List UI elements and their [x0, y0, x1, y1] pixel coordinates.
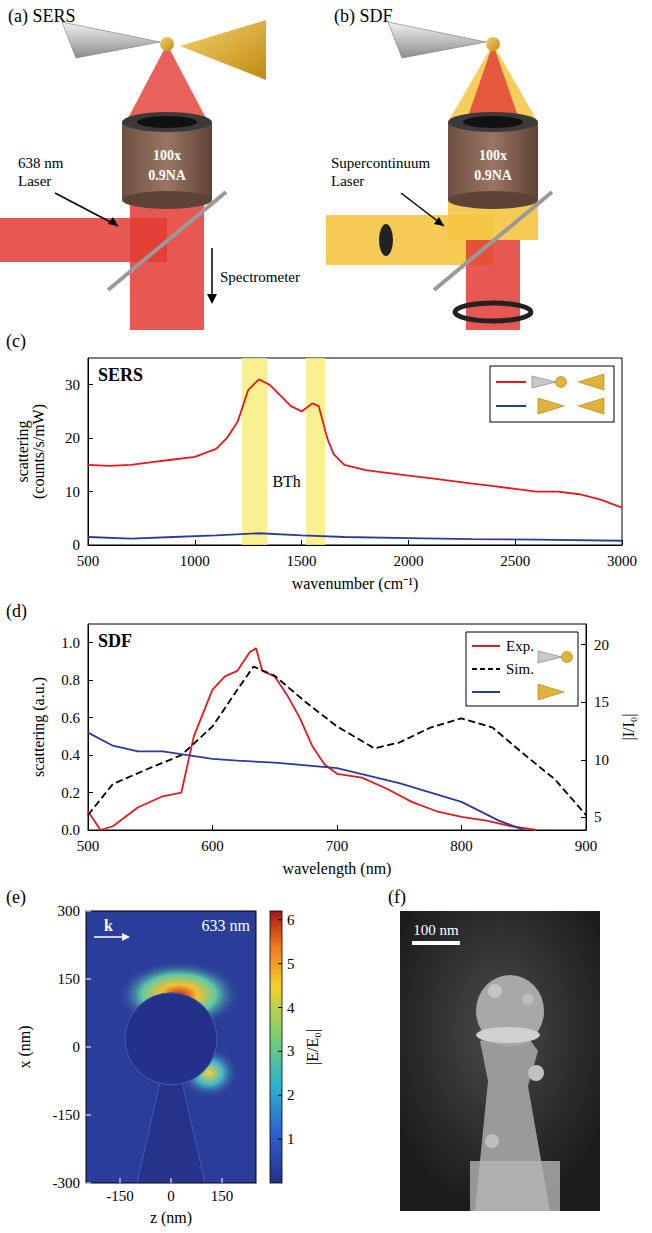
svg-text:0.9NA: 0.9NA [148, 168, 187, 183]
svg-text:500: 500 [77, 838, 100, 854]
svg-text:2: 2 [287, 1087, 295, 1103]
svg-text:1500: 1500 [287, 553, 317, 569]
svg-text:-300: -300 [53, 1175, 81, 1191]
svg-text:Supercontinuum: Supercontinuum [331, 155, 430, 171]
svg-text:0.9NA: 0.9NA [474, 168, 513, 183]
svg-text:20: 20 [594, 637, 609, 653]
svg-text:4: 4 [287, 1000, 295, 1016]
svg-text:(b) SDF: (b) SDF [334, 6, 393, 27]
svg-text:5: 5 [594, 809, 602, 825]
svg-text:6: 6 [287, 912, 295, 928]
svg-text:Sim.: Sim. [506, 661, 534, 677]
svg-text:800: 800 [450, 838, 473, 854]
svg-text:0.2: 0.2 [61, 785, 80, 801]
svg-text:0.0: 0.0 [61, 822, 80, 838]
svg-text:-150: -150 [53, 1107, 81, 1123]
svg-text:0.4: 0.4 [61, 747, 80, 763]
svg-text:1000: 1000 [180, 553, 210, 569]
svg-text:100x: 100x [479, 148, 507, 163]
svg-text:(e): (e) [6, 887, 26, 908]
svg-text:0: 0 [73, 537, 81, 553]
svg-text:(c): (c) [6, 331, 26, 352]
svg-text:30: 30 [65, 377, 80, 393]
svg-text:|I/I₀|: |I/I₀| [620, 713, 638, 740]
svg-text:wavenumber (cm⁻¹): wavenumber (cm⁻¹) [292, 575, 419, 593]
svg-text:wavelength (nm): wavelength (nm) [283, 860, 392, 878]
svg-text:15: 15 [594, 694, 609, 710]
svg-text:10: 10 [65, 484, 80, 500]
svg-text:SERS: SERS [98, 365, 143, 385]
svg-text:3000: 3000 [607, 553, 637, 569]
svg-text:Laser: Laser [331, 173, 364, 189]
svg-text:150: 150 [211, 1188, 234, 1204]
svg-text:(a) SERS: (a) SERS [8, 6, 76, 27]
svg-text:Spectrometer: Spectrometer [220, 269, 300, 285]
svg-text:BTh: BTh [272, 473, 300, 490]
svg-text:20: 20 [65, 430, 80, 446]
svg-text:900: 900 [575, 838, 598, 854]
svg-text:0.8: 0.8 [61, 672, 80, 688]
svg-text:150: 150 [58, 971, 81, 987]
svg-text:5: 5 [287, 956, 295, 972]
svg-text:100x: 100x [153, 148, 181, 163]
svg-text:2500: 2500 [500, 553, 530, 569]
svg-text:|E/E₀|: |E/E₀| [304, 1029, 322, 1065]
svg-text:k: k [104, 917, 113, 934]
svg-text:500: 500 [77, 553, 100, 569]
svg-text:Laser: Laser [18, 173, 51, 189]
svg-text:0: 0 [73, 1039, 81, 1055]
svg-text:(f): (f) [388, 887, 406, 908]
svg-text:-150: -150 [106, 1188, 134, 1204]
svg-text:1.0: 1.0 [61, 635, 80, 651]
svg-text:3: 3 [287, 1043, 295, 1059]
svg-text:Exp.: Exp. [506, 638, 534, 654]
svg-text:0.6: 0.6 [61, 710, 80, 726]
svg-text:2000: 2000 [393, 553, 423, 569]
svg-text:(d): (d) [6, 601, 27, 622]
svg-text:scattering (a.u.): scattering (a.u.) [30, 677, 48, 777]
svg-text:z (nm): z (nm) [150, 1209, 192, 1227]
svg-text:x (nm): x (nm) [16, 1025, 34, 1068]
svg-text:300: 300 [58, 903, 81, 919]
svg-text:scattering: scattering [13, 420, 31, 483]
svg-text:633 nm: 633 nm [202, 917, 251, 934]
svg-text:SDF: SDF [98, 631, 132, 651]
svg-text:0: 0 [167, 1188, 175, 1204]
svg-text:638 nm: 638 nm [18, 155, 64, 171]
svg-text:1: 1 [287, 1131, 295, 1147]
svg-text:600: 600 [201, 838, 224, 854]
svg-text:100 nm: 100 nm [413, 922, 459, 938]
svg-text:10: 10 [594, 752, 609, 768]
svg-text:(counts/s/mW): (counts/s/mW) [30, 404, 48, 499]
svg-text:700: 700 [326, 838, 349, 854]
